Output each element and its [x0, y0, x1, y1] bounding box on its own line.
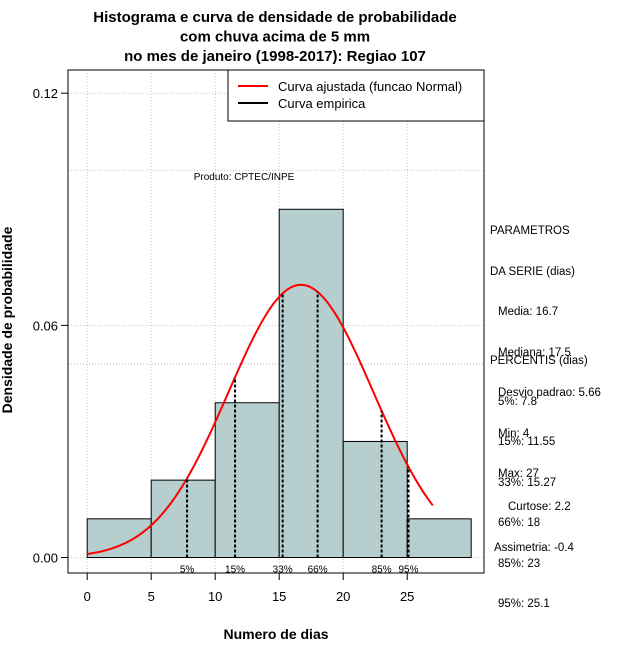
- histogram-bar-6: [406, 518, 472, 559]
- percentile-label-1: 5%: [180, 565, 195, 576]
- y-tick-label-2: 0.12: [33, 86, 58, 101]
- params-title-line-2: DA SERIE (dias): [490, 265, 575, 278]
- param-desvio: Desvio padrao: 5.66: [498, 387, 601, 399]
- percentile-label-5: 85%: [372, 565, 392, 576]
- chart-title: Histograma e curva de densidade de proba…: [93, 9, 456, 65]
- percentile-label-3: 33%: [273, 565, 293, 576]
- histogram-bar-4: [278, 208, 344, 559]
- y-axis-label: Densidade de probabilidade: [0, 226, 15, 413]
- percentile-15: 15%: 11.55: [498, 436, 556, 448]
- title-line-3: no mes de janeiro (1998-2017): Regiao 10…: [124, 48, 426, 65]
- histogram-bar-2: [150, 479, 216, 559]
- param-min: Min: 4: [498, 427, 530, 440]
- histogram-bar-1: [86, 518, 152, 559]
- shape-statistics: Curtose: 2.2 Assimetria: -0.4: [494, 474, 574, 569]
- legend-label-1: Curva ajustada (funcao Normal): [278, 79, 462, 94]
- histogram-bar-5: [342, 440, 408, 559]
- x-tick-label-3: 15: [272, 589, 286, 604]
- bars: [86, 208, 472, 559]
- percentiles-title: PERCENTIS (dias): [490, 355, 588, 367]
- y-tick-label-0: 0.00: [33, 551, 58, 566]
- axes: 0 5 10 15 20 25 0.00 0.06 0.12: [33, 86, 415, 604]
- curtose-value: Curtose: 2.2: [508, 501, 571, 513]
- x-tick-label-2: 10: [208, 589, 222, 604]
- legend-label-2: Curva empirica: [278, 96, 366, 111]
- percentile-85: 85%: 23: [498, 557, 541, 570]
- percentiles-block: PERCENTIS (dias) 5%: 7.8 15%: 11.55 33%:…: [490, 328, 588, 625]
- product-annotation: Produto: CPTEC/INPE: [194, 172, 295, 183]
- param-media: Media: 16.7: [498, 306, 559, 318]
- param-max: Max: 27: [498, 468, 539, 480]
- percentile-5: 5%: 7.8: [498, 395, 537, 408]
- x-axis-label: Numero de dias: [223, 626, 328, 642]
- assimetria-value: Assimetria: -0.4: [494, 541, 574, 554]
- percentile-markers: 5% 15% 33% 66% 85% 95%: [180, 291, 419, 576]
- x-tick-label-0: 0: [84, 589, 91, 604]
- y-tick-label-1: 0.06: [33, 318, 58, 333]
- x-tick-label-1: 5: [148, 589, 155, 604]
- percentile-label-6: 95%: [398, 565, 418, 576]
- histogram-bar-3: [214, 402, 280, 559]
- density-curve: [87, 283, 434, 555]
- normal-curve-line: [87, 283, 434, 555]
- title-line-1: Histograma e curva de densidade de proba…: [93, 9, 456, 26]
- title-line-2: com chuva acima de 5 mm: [180, 29, 370, 46]
- legend-box: [227, 69, 485, 122]
- percentile-95: 95%: 25.1: [498, 598, 550, 610]
- percentile-label-2: 15%: [225, 565, 245, 576]
- param-mediana: Mediana: 17.5: [498, 346, 571, 359]
- x-tick-label-4: 20: [336, 589, 350, 604]
- legend: Curva ajustada (funcao Normal) Curva empi…: [227, 69, 485, 122]
- x-tick-label-5: 25: [400, 589, 414, 604]
- percentile-label-4: 66%: [308, 565, 328, 576]
- params-title-line-1: PARAMETROS: [490, 225, 570, 237]
- percentile-66: 66%: 18: [498, 517, 541, 529]
- series-parameters: PARAMETROS DA SERIE (dias) Media: 16.7 M…: [490, 198, 601, 495]
- percentile-33: 33%: 15.27: [498, 476, 557, 489]
